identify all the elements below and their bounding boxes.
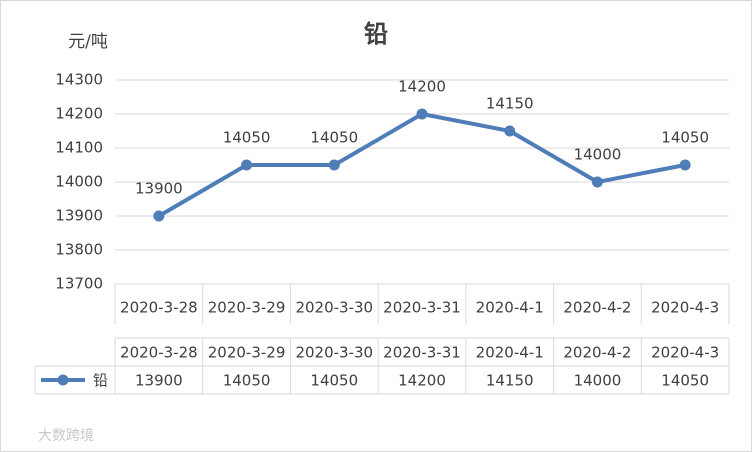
table-value: 14050 bbox=[661, 372, 709, 390]
y-axis-label: 元/吨 bbox=[68, 32, 108, 52]
table-header: 2020-4-3 bbox=[651, 344, 719, 362]
x-tick-label: 2020-3-28 bbox=[120, 299, 198, 317]
table-value: 14150 bbox=[486, 372, 534, 390]
table-header: 2020-3-28 bbox=[120, 344, 198, 362]
y-tick-label: 14300 bbox=[55, 71, 103, 89]
data-label: 14200 bbox=[398, 78, 446, 96]
legend-marker bbox=[57, 374, 69, 386]
table-value: 14000 bbox=[574, 372, 622, 390]
table-value: 14200 bbox=[398, 372, 446, 390]
y-tick-label: 13800 bbox=[55, 241, 103, 259]
y-tick-label: 13700 bbox=[55, 275, 103, 293]
data-label: 14150 bbox=[486, 95, 534, 113]
data-label: 14000 bbox=[574, 146, 622, 164]
table-value: 14050 bbox=[310, 372, 358, 390]
watermark: 大数跨境 bbox=[38, 428, 94, 444]
data-point bbox=[153, 210, 165, 222]
data-point bbox=[241, 159, 253, 171]
data-point bbox=[679, 159, 691, 171]
x-tick-label: 2020-4-3 bbox=[651, 299, 719, 317]
chart-title: 铅 bbox=[364, 20, 388, 48]
y-tick-label: 13900 bbox=[55, 207, 103, 225]
y-tick-label: 14200 bbox=[55, 105, 103, 123]
x-tick-label: 2020-3-30 bbox=[295, 299, 373, 317]
table-value: 13900 bbox=[135, 372, 183, 390]
table-value: 14050 bbox=[223, 372, 271, 390]
x-tick-label: 2020-4-1 bbox=[476, 299, 544, 317]
legend-label: 铅 bbox=[93, 372, 108, 390]
data-point bbox=[591, 176, 603, 188]
x-tick-label: 2020-3-31 bbox=[383, 299, 461, 317]
data-point bbox=[328, 159, 340, 171]
table-header: 2020-3-29 bbox=[208, 344, 286, 362]
data-label: 14050 bbox=[661, 129, 709, 147]
data-point bbox=[416, 108, 428, 120]
data-label: 13900 bbox=[135, 180, 183, 198]
data-point bbox=[504, 125, 516, 137]
table-header: 2020-4-1 bbox=[476, 344, 544, 362]
table-header: 2020-4-2 bbox=[563, 344, 631, 362]
y-tick-label: 14000 bbox=[55, 173, 103, 191]
x-tick-label: 2020-4-2 bbox=[563, 299, 631, 317]
data-label: 14050 bbox=[310, 129, 358, 147]
x-tick-label: 2020-3-29 bbox=[208, 299, 286, 317]
y-tick-label: 14100 bbox=[55, 139, 103, 157]
table-header: 2020-3-30 bbox=[295, 344, 373, 362]
data-label: 14050 bbox=[223, 129, 271, 147]
table-header: 2020-3-31 bbox=[383, 344, 461, 362]
